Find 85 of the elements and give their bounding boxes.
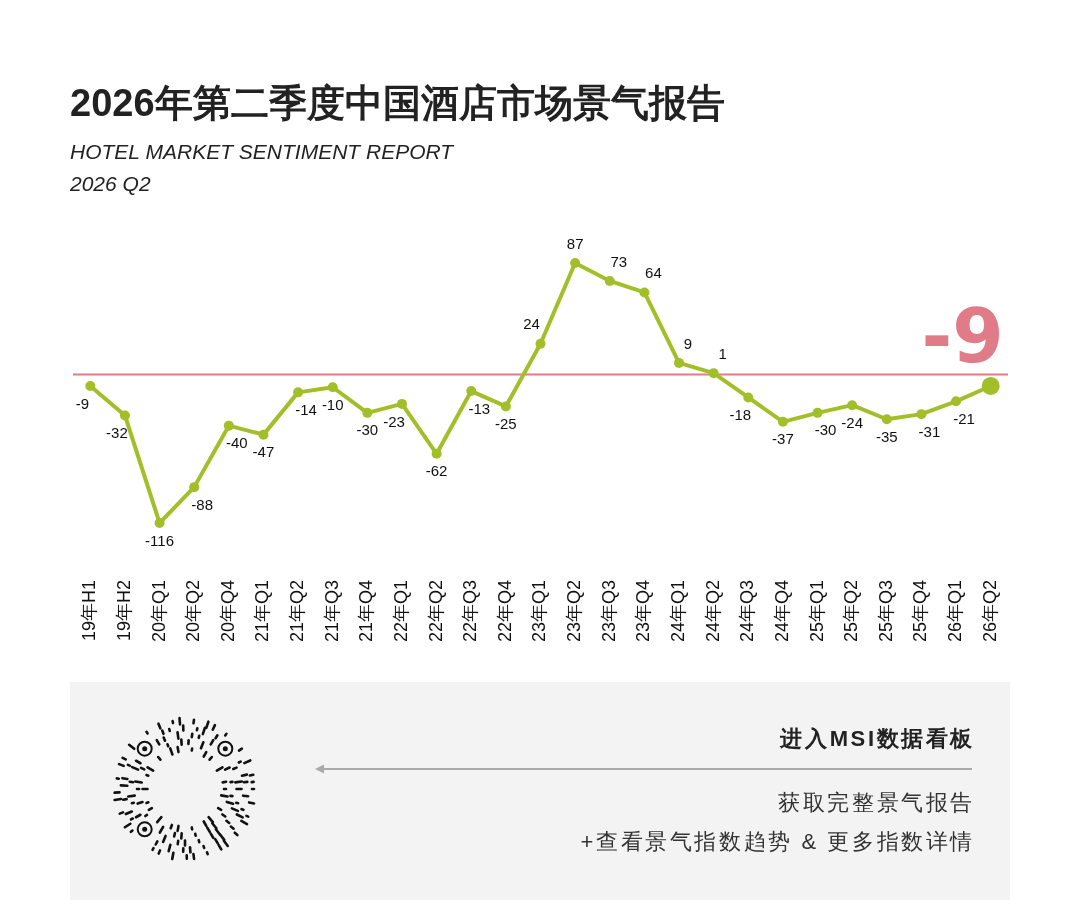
x-tick-label: 23年Q1 [529, 580, 550, 643]
point [293, 387, 304, 398]
data-label: 87 [566, 234, 584, 252]
point [396, 398, 407, 409]
point [881, 414, 892, 425]
point [466, 386, 477, 397]
data-label: -21 [953, 409, 975, 427]
data-label: -10 [321, 395, 344, 413]
point [777, 416, 788, 427]
data-label: -47 [252, 443, 275, 461]
point [85, 380, 96, 391]
point [951, 396, 962, 407]
text: 获取完整景气报告 [778, 789, 975, 817]
x-tick-label: 20年Q2 [183, 580, 204, 643]
data-label: -35 [875, 427, 898, 445]
x-tick-label: 21年Q4 [356, 580, 377, 643]
point [674, 357, 685, 368]
x-tick-label: 24年Q3 [737, 580, 758, 643]
x-tick-label: 22年Q2 [425, 580, 446, 643]
point [258, 429, 269, 440]
data-label: -25 [495, 415, 517, 433]
x-tick-label: 21年Q3 [321, 580, 342, 643]
x-tick-label: 24年Q4 [771, 580, 792, 643]
data-label: 1 [718, 344, 727, 362]
point [604, 275, 615, 286]
point [916, 409, 927, 420]
data-label: -23 [383, 412, 405, 430]
point [189, 482, 200, 493]
data-label: -37 [772, 430, 794, 448]
x-tick-label: 19年H1 [79, 580, 100, 642]
data-label: -30 [814, 421, 837, 439]
point [847, 400, 858, 411]
point [431, 448, 442, 459]
text: 进入MSI数据看板 [780, 725, 975, 753]
x-tick-label: 23年Q2 [564, 580, 585, 643]
point [639, 287, 650, 298]
data-label: -116 [145, 531, 175, 549]
point [708, 368, 719, 379]
data-label: -88 [191, 495, 214, 513]
point [362, 407, 373, 418]
x-tick-label: 25年Q4 [910, 580, 931, 643]
data-label: -62 [425, 462, 448, 480]
point [812, 407, 823, 418]
point [743, 392, 754, 403]
point [119, 410, 130, 421]
point [570, 258, 581, 268]
point [154, 518, 165, 528]
data-label: 9 [683, 334, 693, 352]
x-tick-label: 21年Q1 [252, 580, 273, 643]
x-tick-label: 22年Q4 [494, 580, 515, 643]
x-tick-label: 20年Q1 [148, 580, 169, 643]
data-label: -18 [729, 406, 752, 424]
data-label: -40 [225, 434, 248, 452]
x-tick-label: 26年Q2 [979, 580, 1000, 643]
chart-subtitle: HOTEL MARKET SENTIMENT REPORT 2026 Q2 [70, 139, 454, 197]
x-tick-label: 24年Q2 [702, 580, 723, 643]
data-label: -31 [918, 422, 941, 440]
annotation: -9 [921, 292, 1004, 379]
text: +查看景气指数趋势 & 更多指数详情 [580, 828, 975, 856]
x-tick-label: 22年Q1 [390, 580, 411, 643]
x-tick-label: 20年Q4 [217, 580, 238, 643]
data-label: -32 [106, 424, 128, 442]
point [535, 338, 546, 349]
x-tick-label: 25年Q1 [806, 580, 827, 643]
x-tick-label: 19年H2 [113, 580, 134, 642]
data-label: -30 [356, 421, 379, 439]
data-label: -14 [295, 401, 317, 418]
data-label: 73 [610, 252, 628, 270]
data-label: -24 [841, 413, 864, 431]
data-label: 24 [523, 315, 540, 333]
data-label: -9 [75, 394, 89, 412]
x-tick-label: 22年Q3 [460, 580, 481, 643]
x-tick-label: 21年Q2 [287, 580, 308, 643]
chart-title: 2026年第二季度中国酒店市场景气报告 [70, 81, 725, 126]
point [327, 382, 338, 393]
x-tick-label: 24年Q1 [667, 580, 688, 643]
data-label: -13 [468, 399, 491, 417]
point [223, 420, 234, 431]
x-tick-label: 25年Q2 [841, 580, 862, 643]
x-tick-label: 25年Q3 [875, 580, 896, 643]
x-tick-label: 23年Q4 [633, 580, 654, 643]
x-tick-label: 26年Q1 [945, 580, 966, 643]
point [500, 401, 511, 412]
data-label: 64 [645, 264, 662, 282]
x-tick-label: 23年Q3 [598, 580, 619, 643]
